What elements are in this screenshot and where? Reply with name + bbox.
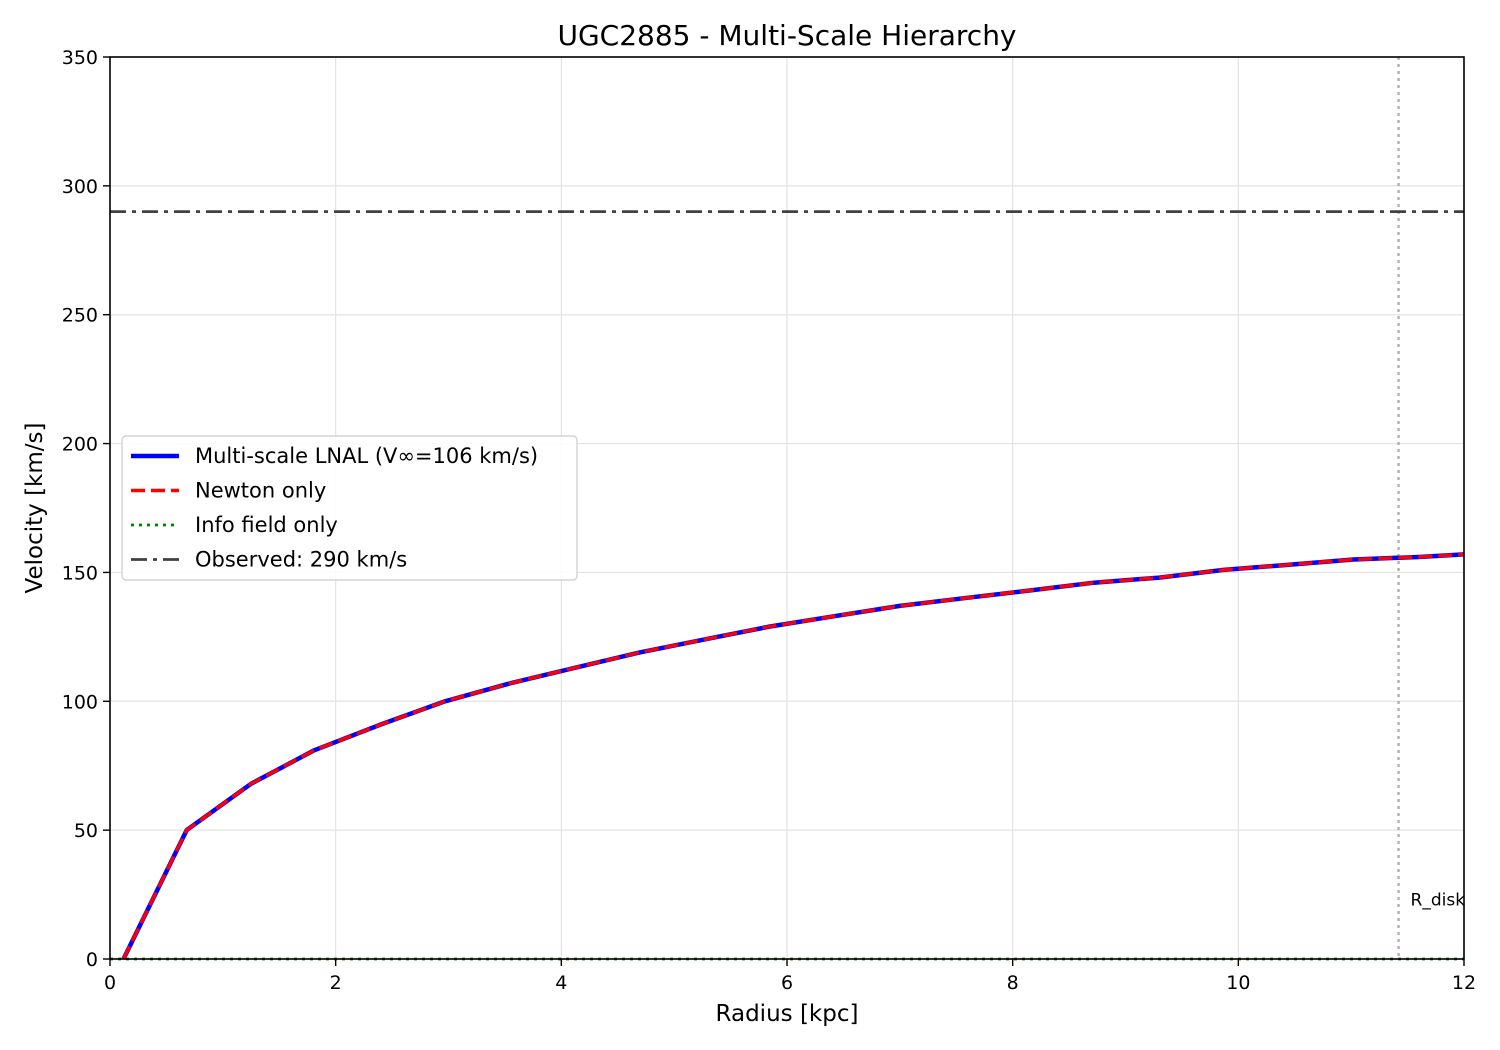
legend: Multi-scale LNAL (V∞=106 km/s) Newton onl… (121, 435, 578, 581)
y-axis-label: Velocity [km/s] (22, 423, 48, 594)
x-axis-ticks: 0 2 4 6 8 10 12 (104, 959, 1476, 994)
x-tick-label: 12 (1452, 972, 1476, 994)
x-tick-label: 2 (330, 972, 342, 994)
series-line-1 (121, 552, 1465, 960)
y-axis-ticks: 0 50 100 150 200 250 300 350 (62, 47, 110, 971)
r-disk-annotation: R_disk (1411, 890, 1466, 910)
y-tick-label: 200 (62, 434, 98, 456)
y-tick-label: 250 (62, 305, 98, 327)
y-tick-label: 350 (62, 47, 98, 69)
legend-label-2: Newton only (195, 479, 326, 503)
x-axis-label: Radius [kpc] (716, 1001, 859, 1027)
legend-label-4: Observed: 290 km/s (195, 548, 407, 572)
y-tick-label: 50 (74, 820, 98, 842)
y-tick-label: 0 (86, 949, 98, 971)
x-tick-label: 4 (555, 972, 567, 994)
y-tick-label: 300 (62, 176, 98, 198)
x-tick-label: 8 (1007, 972, 1019, 994)
legend-box (121, 435, 578, 581)
x-tick-label: 10 (1226, 972, 1250, 994)
x-tick-label: 6 (781, 972, 793, 994)
chart-title: UGC2885 - Multi-Scale Hierarchy (557, 19, 1016, 52)
legend-label-1: Multi-scale LNAL (V∞=106 km/s) (195, 444, 538, 468)
legend-label-3: Info field only (195, 513, 338, 537)
y-tick-label: 100 (62, 691, 98, 713)
series-line-2 (121, 552, 1465, 960)
x-tick-label: 0 (104, 972, 116, 994)
y-tick-label: 150 (62, 562, 98, 584)
